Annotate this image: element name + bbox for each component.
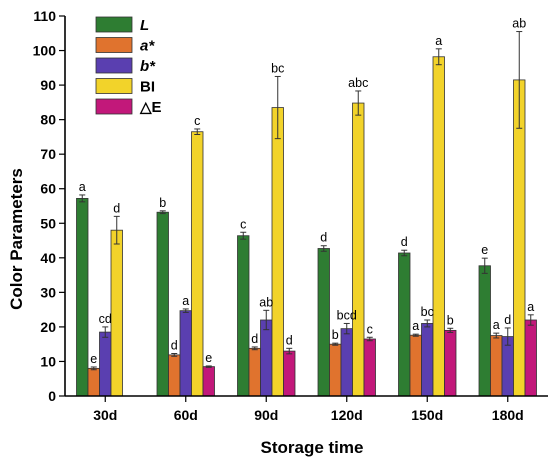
bar-150d-1 (409, 334, 422, 397)
legend-label-1: a* (140, 38, 155, 55)
x-tick-label-180d: 180d (492, 407, 524, 423)
significance-letter-180d-2: d (504, 313, 511, 327)
legend: La* b* BI △E (95, 16, 162, 116)
y-tick-label-70: 70 (40, 146, 56, 162)
x-tick-label-60d: 60d (174, 407, 198, 423)
bar-60d-0 (156, 211, 169, 397)
significance-letter-180d-0: e (481, 243, 488, 257)
bar-120d-2 (340, 328, 353, 397)
y-tick-label-20: 20 (40, 319, 56, 335)
significance-letter-150d-1: a (412, 319, 419, 333)
significance-letter-90d-2: ab (259, 295, 273, 309)
significance-letter-60d-2: a (182, 294, 189, 308)
significance-letter-120d-4: c (367, 322, 373, 336)
significance-letter-30d-1: e (90, 352, 97, 366)
significance-letter-150d-3: a (435, 34, 442, 48)
significance-letter-60d-1: d (171, 339, 178, 353)
significance-letter-120d-3: abc (348, 76, 368, 90)
y-tick-label-100: 100 (33, 43, 57, 59)
significance-letter-150d-0: d (401, 235, 408, 249)
y-tick-label-110: 110 (33, 8, 56, 24)
significance-letter-180d-1: a (493, 318, 500, 332)
significance-letter-90d-3: bc (271, 61, 284, 75)
y-tick-label-90: 90 (40, 77, 56, 93)
significance-letter-90d-1: d (251, 332, 258, 346)
bar-60d-1 (168, 354, 181, 397)
error-bars (79, 31, 534, 371)
y-axis-title: Color Parameters (7, 168, 26, 310)
bar-90d-3 (271, 107, 284, 397)
bar-90d-4 (283, 350, 296, 397)
significance-letter-120d-2: bcd (337, 308, 357, 322)
x-tick-label-150d: 150d (411, 407, 443, 423)
bar-120d-1 (329, 343, 342, 397)
legend-swatch-3 (95, 78, 133, 94)
bar-150d-0 (398, 252, 411, 397)
significance-letter-90d-0: c (240, 217, 246, 231)
legend-swatch-0 (95, 16, 133, 33)
bar-60d-4 (202, 366, 215, 397)
legend-label-2: b* (140, 58, 156, 75)
bar-30d-0 (76, 197, 89, 397)
bar-90d-0 (237, 235, 250, 397)
significance-letter-150d-4: b (447, 313, 454, 327)
y-axis-ticks: 0 10 20 30 40 50 60 70 80 90 100 110 (33, 8, 65, 404)
y-tick-label-50: 50 (40, 215, 56, 231)
legend-label-4: △E (139, 99, 162, 116)
significance-letter-120d-1: b (332, 328, 339, 342)
bar-120d-0 (317, 248, 330, 397)
bar-60d-2 (179, 310, 192, 397)
significance-letter-150d-2: bc (421, 305, 434, 319)
bar-90d-1 (248, 347, 261, 397)
bar-150d-2 (421, 323, 434, 397)
bar-30d-3 (110, 229, 123, 397)
bar-150d-3 (432, 56, 445, 397)
significance-letter-30d-3: d (113, 201, 120, 215)
bar-30d-2 (99, 331, 112, 397)
significance-letter-120d-0: d (320, 231, 327, 245)
significance-letter-60d-0: b (159, 196, 166, 210)
significance-letter-180d-4: a (527, 300, 534, 314)
significance-letter-60d-4: e (205, 351, 212, 365)
bar-180d-0 (478, 265, 491, 397)
significance-letter-180d-3: ab (512, 17, 526, 31)
y-tick-label-10: 10 (40, 353, 56, 369)
legend-label-3: BI (140, 79, 155, 96)
x-tick-label-30d: 30d (93, 407, 117, 423)
y-tick-label-0: 0 (48, 388, 56, 404)
y-tick-label-80: 80 (40, 112, 56, 128)
legend-swatch-4 (95, 98, 133, 115)
bar-30d-1 (87, 367, 100, 397)
x-tick-label-120d: 120d (331, 407, 363, 423)
bar-90d-2 (260, 319, 273, 397)
bar-120d-4 (363, 338, 376, 397)
bar-60d-3 (191, 131, 204, 397)
significance-letter-30d-0: a (79, 180, 86, 194)
bar-180d-1 (490, 335, 503, 397)
significance-letter-30d-2: cd (99, 312, 112, 326)
significance-letter-60d-3: c (194, 114, 200, 128)
y-tick-label-30: 30 (40, 284, 56, 300)
bar-120d-3 (352, 102, 365, 397)
legend-label-0: L (140, 17, 149, 34)
legend-swatch-2 (95, 57, 133, 74)
significance-letter-90d-4: d (286, 333, 293, 347)
bar-150d-4 (444, 329, 457, 397)
y-tick-label-60: 60 (40, 181, 56, 197)
x-axis-ticks: 30d 60d 90d 120d 150d 180d (93, 396, 524, 423)
x-tick-label-90d: 90d (254, 407, 278, 423)
bar-180d-4 (524, 319, 537, 397)
legend-swatch-1 (95, 37, 133, 53)
y-tick-label-40: 40 (40, 250, 56, 266)
x-axis-title: Storage time (261, 438, 364, 457)
